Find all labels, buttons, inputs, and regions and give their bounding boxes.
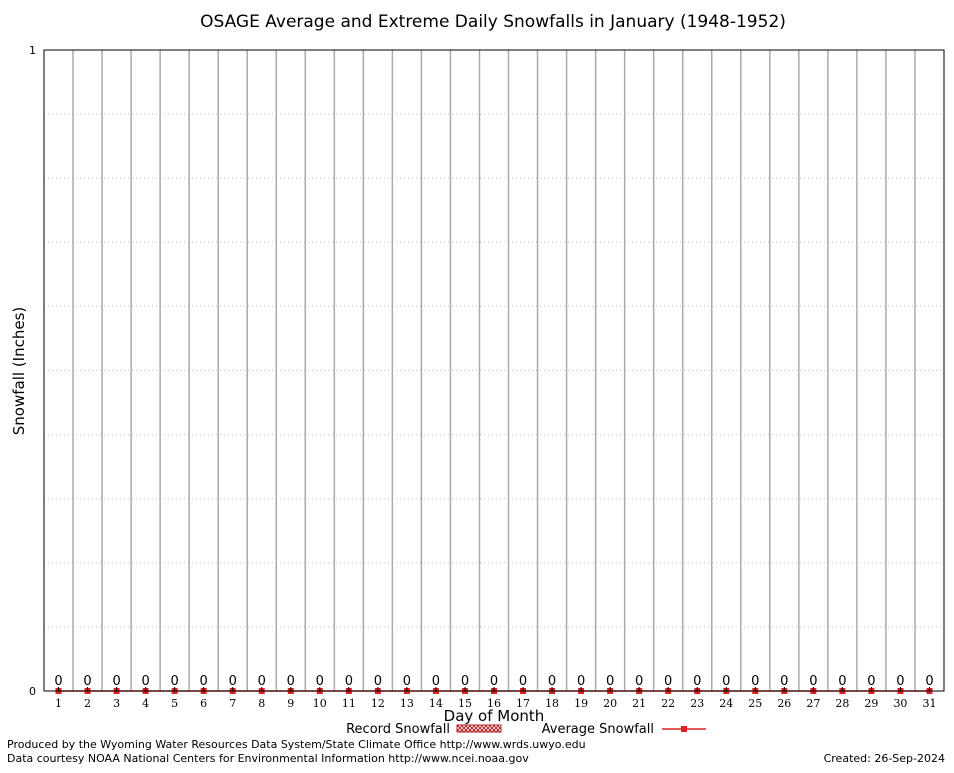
y-tick-label: 1 bbox=[29, 44, 36, 57]
data-label: 0 bbox=[809, 674, 817, 689]
data-label: 0 bbox=[896, 674, 904, 689]
data-label: 0 bbox=[316, 674, 324, 689]
data-label: 0 bbox=[171, 674, 179, 689]
data-label: 0 bbox=[548, 674, 556, 689]
data-label: 0 bbox=[54, 674, 62, 689]
x-tick-label: 9 bbox=[287, 697, 294, 710]
data-label: 0 bbox=[461, 674, 469, 689]
data-label: 0 bbox=[780, 674, 788, 689]
x-tick-label: 16 bbox=[487, 697, 501, 710]
x-tick-label: 26 bbox=[777, 697, 791, 710]
data-label: 0 bbox=[345, 674, 353, 689]
x-tick-label: 31 bbox=[922, 697, 936, 710]
x-tick-label: 29 bbox=[864, 697, 878, 710]
x-tick-label: 10 bbox=[313, 697, 327, 710]
x-tick-label: 1 bbox=[55, 697, 62, 710]
footer-created-date: Created: 26-Sep-2024 bbox=[824, 752, 945, 765]
data-label: 0 bbox=[867, 674, 875, 689]
data-label: 0 bbox=[200, 674, 208, 689]
x-axis-label: Day of Month bbox=[444, 707, 545, 725]
data-label: 0 bbox=[141, 674, 149, 689]
x-tick-label: 28 bbox=[835, 697, 849, 710]
data-label: 0 bbox=[722, 674, 730, 689]
grid-layer bbox=[44, 50, 944, 691]
y-axis-label: Snowfall (Inches) bbox=[10, 307, 28, 435]
legend-swatch-record bbox=[456, 724, 502, 733]
x-tick-label: 8 bbox=[258, 697, 265, 710]
x-tick-label: 3 bbox=[113, 697, 120, 710]
data-label: 0 bbox=[925, 674, 933, 689]
data-label: 0 bbox=[606, 674, 614, 689]
data-label: 0 bbox=[490, 674, 498, 689]
data-label: 0 bbox=[287, 674, 295, 689]
data-label: 0 bbox=[635, 674, 643, 689]
footer-credit-line: Produced by the Wyoming Water Resources … bbox=[7, 738, 586, 751]
legend-swatch-average-point bbox=[681, 726, 687, 732]
x-tick-label: 7 bbox=[229, 697, 236, 710]
legend: Record Snowfall Average Snowfall bbox=[346, 722, 706, 737]
x-tick-label: 17 bbox=[516, 697, 530, 710]
x-tick-label: 5 bbox=[171, 697, 178, 710]
data-labels-layer: 0 0 0 0 0 0 0 0 0 0 0 0 0 0 0 0 0 0 0 0 0 0 0 0 0 0 0 0 0 0 0 bbox=[54, 674, 933, 689]
data-label: 0 bbox=[229, 674, 237, 689]
x-tick-label: 6 bbox=[200, 697, 207, 710]
data-label: 0 bbox=[83, 674, 91, 689]
data-label: 0 bbox=[664, 674, 672, 689]
data-label: 0 bbox=[403, 674, 411, 689]
data-label: 0 bbox=[751, 674, 759, 689]
x-tick-label: 22 bbox=[661, 697, 675, 710]
x-tick-label: 19 bbox=[574, 697, 588, 710]
data-label: 0 bbox=[112, 674, 120, 689]
x-tick-label: 13 bbox=[400, 697, 414, 710]
data-label: 0 bbox=[374, 674, 382, 689]
x-tick-label: 14 bbox=[429, 697, 443, 710]
data-label: 0 bbox=[838, 674, 846, 689]
data-label: 0 bbox=[577, 674, 585, 689]
plot-frame bbox=[43, 49, 945, 692]
x-tick-label: 23 bbox=[690, 697, 704, 710]
x-tick-label: 20 bbox=[603, 697, 617, 710]
x-tick-label: 30 bbox=[893, 697, 907, 710]
x-tick-label: 25 bbox=[748, 697, 762, 710]
data-label: 0 bbox=[432, 674, 440, 689]
data-label: 0 bbox=[519, 674, 527, 689]
x-tick-label: 27 bbox=[806, 697, 820, 710]
x-tick-label: 21 bbox=[632, 697, 646, 710]
data-label: 0 bbox=[258, 674, 266, 689]
legend-label-record: Record Snowfall bbox=[346, 722, 450, 737]
x-tick-label: 24 bbox=[719, 697, 733, 710]
footer-data-source-line: Data courtesy NOAA National Centers for … bbox=[7, 752, 529, 765]
x-tick-label: 15 bbox=[458, 697, 472, 710]
x-tick-label: 12 bbox=[371, 697, 385, 710]
x-tick-label: 18 bbox=[545, 697, 559, 710]
x-tick-label: 2 bbox=[84, 697, 91, 710]
data-label: 0 bbox=[693, 674, 701, 689]
chart-title: OSAGE Average and Extreme Daily Snowfall… bbox=[200, 12, 786, 32]
y-tick-label: 0 bbox=[29, 685, 36, 698]
legend-label-average: Average Snowfall bbox=[542, 722, 654, 737]
x-tick-label: 11 bbox=[342, 697, 356, 710]
x-tick-label: 4 bbox=[142, 697, 149, 710]
ticks-layer: 1 2 3 4 5 6 7 8 9 10 11 12 13 14 15 16 17 18 19 20 21 22 23 24 2… bbox=[29, 44, 936, 710]
